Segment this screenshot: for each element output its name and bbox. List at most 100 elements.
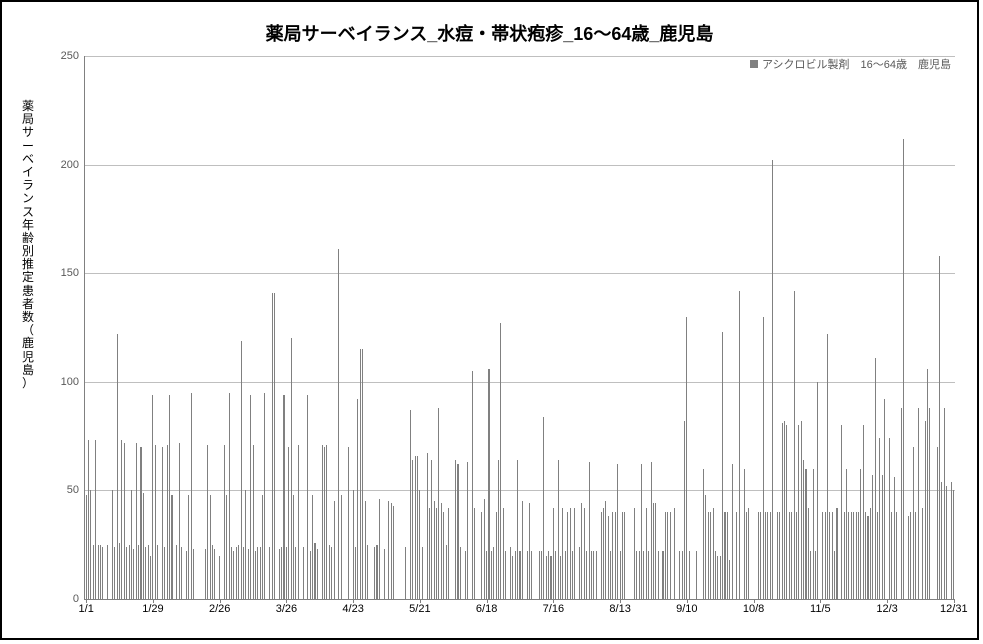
bar bbox=[255, 551, 256, 599]
bar bbox=[710, 512, 711, 599]
bar bbox=[572, 551, 573, 599]
bar bbox=[438, 408, 439, 599]
y-tick-label: 150 bbox=[61, 267, 79, 279]
bar bbox=[93, 545, 94, 599]
bar bbox=[810, 551, 811, 599]
bar bbox=[140, 447, 141, 599]
bar bbox=[946, 486, 947, 599]
bar bbox=[491, 551, 492, 599]
bar bbox=[622, 512, 623, 599]
bar bbox=[338, 249, 339, 599]
bar bbox=[651, 462, 652, 599]
bar bbox=[191, 393, 192, 599]
bar bbox=[925, 421, 926, 599]
bar bbox=[541, 551, 542, 599]
bar bbox=[314, 543, 315, 599]
bar bbox=[405, 547, 406, 599]
bar bbox=[543, 417, 544, 599]
bar bbox=[732, 464, 733, 599]
bar bbox=[472, 371, 473, 599]
bar bbox=[596, 551, 597, 599]
bar bbox=[639, 551, 640, 599]
bar bbox=[243, 547, 244, 599]
bar bbox=[858, 512, 859, 599]
bar bbox=[293, 495, 294, 599]
y-tick-label: 50 bbox=[67, 484, 79, 496]
bar bbox=[586, 551, 587, 599]
bar bbox=[207, 445, 208, 599]
bar bbox=[574, 508, 575, 599]
bar bbox=[872, 475, 873, 599]
bar bbox=[708, 512, 709, 599]
bar bbox=[152, 395, 153, 599]
bar bbox=[150, 556, 151, 599]
bar bbox=[715, 551, 716, 599]
bar bbox=[853, 512, 854, 599]
bar bbox=[829, 512, 830, 599]
bar bbox=[601, 512, 602, 599]
bar bbox=[510, 547, 511, 599]
bar bbox=[779, 512, 780, 599]
bar bbox=[805, 469, 806, 599]
bar bbox=[937, 447, 938, 599]
bar bbox=[488, 369, 489, 599]
bar bbox=[283, 395, 284, 599]
bar bbox=[460, 547, 461, 599]
bar bbox=[670, 512, 671, 599]
bar bbox=[863, 425, 864, 599]
bars bbox=[85, 56, 955, 599]
bar bbox=[493, 547, 494, 599]
bar bbox=[825, 512, 826, 599]
bar bbox=[88, 440, 89, 599]
bar bbox=[636, 551, 637, 599]
bar bbox=[624, 512, 625, 599]
bar bbox=[844, 512, 845, 599]
bar bbox=[686, 317, 687, 599]
bar bbox=[610, 551, 611, 599]
x-tick-label: 10/8 bbox=[743, 603, 764, 615]
bar bbox=[253, 445, 254, 599]
bar bbox=[939, 256, 940, 599]
bar bbox=[689, 551, 690, 599]
bar bbox=[176, 545, 177, 599]
bar bbox=[214, 549, 215, 599]
bar bbox=[927, 369, 928, 599]
bar bbox=[465, 551, 466, 599]
x-tick-label: 12/3 bbox=[876, 603, 897, 615]
bar bbox=[107, 545, 108, 599]
y-axis-label: 薬局サーベイランス年齢別推定患者数（鹿児島） bbox=[20, 100, 36, 390]
x-tick-label: 12/31 bbox=[940, 603, 968, 615]
bar bbox=[815, 551, 816, 599]
bar bbox=[696, 551, 697, 599]
bar bbox=[884, 399, 885, 599]
bar bbox=[348, 447, 349, 599]
bar bbox=[86, 495, 87, 599]
bar bbox=[772, 160, 773, 599]
bar bbox=[512, 556, 513, 599]
bar bbox=[894, 477, 895, 599]
bar bbox=[331, 547, 332, 599]
bar bbox=[570, 508, 571, 599]
x-tick-label: 5/21 bbox=[409, 603, 430, 615]
bar bbox=[95, 440, 96, 599]
bar bbox=[205, 549, 206, 599]
bar bbox=[274, 293, 275, 599]
bar bbox=[307, 395, 308, 599]
x-tick-label: 2/26 bbox=[209, 603, 230, 615]
bar bbox=[264, 393, 265, 599]
bar bbox=[786, 425, 787, 599]
bar bbox=[929, 408, 930, 599]
bar bbox=[832, 512, 833, 599]
bar bbox=[262, 495, 263, 599]
bar bbox=[951, 482, 952, 599]
bar bbox=[891, 512, 892, 599]
bar bbox=[782, 423, 783, 599]
bar bbox=[603, 508, 604, 599]
bar bbox=[212, 545, 213, 599]
bar bbox=[233, 551, 234, 599]
bar bbox=[129, 545, 130, 599]
bar bbox=[481, 512, 482, 599]
bar bbox=[112, 490, 113, 599]
bar bbox=[889, 438, 890, 599]
bar bbox=[157, 545, 158, 599]
